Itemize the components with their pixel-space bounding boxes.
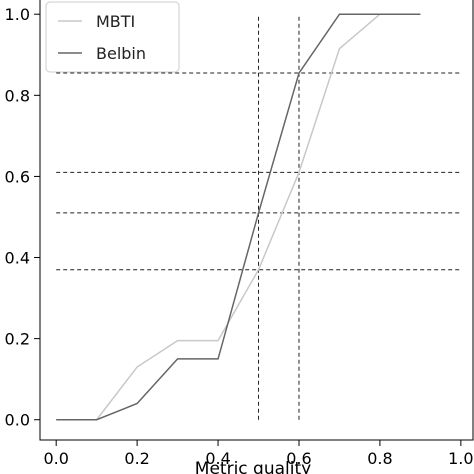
x-tick-label: 0.8 (367, 449, 392, 468)
x-tick-label: 0.4 (205, 449, 230, 468)
series-line-belbin (56, 13, 421, 421)
reference-lines (56, 14, 461, 420)
series-line-mbti (56, 13, 421, 421)
x-tick-label: 0.0 (43, 449, 68, 468)
y-tick-label: 0.2 (5, 330, 30, 349)
legend-box (45, 1, 180, 73)
x-axis-label: Metric quality (195, 459, 311, 474)
x-tick-label: 0.6 (286, 449, 311, 468)
series-lines (56, 13, 421, 421)
y-tick-label: 0.8 (5, 86, 30, 105)
legend-label-belbin: Belbin (96, 44, 146, 63)
x-tick-label: 1.0 (448, 449, 473, 468)
y-axis-ticks: 0.0 0.2 0.4 0.6 0.8 1.0 (5, 5, 40, 430)
y-tick-label: 1.0 (5, 5, 30, 24)
y-tick-label: 0.6 (5, 167, 30, 186)
y-tick-label: 0.0 (5, 411, 30, 430)
plot-area-border (39, 0, 474, 441)
legend: MBTI Belbin (45, 1, 180, 73)
y-tick-label: 0.4 (5, 249, 30, 268)
x-tick-label: 0.2 (124, 449, 149, 468)
x-axis-ticks: 0.0 0.2 0.4 0.6 0.8 1.0 (43, 440, 474, 468)
legend-label-mbti: MBTI (96, 12, 135, 31)
